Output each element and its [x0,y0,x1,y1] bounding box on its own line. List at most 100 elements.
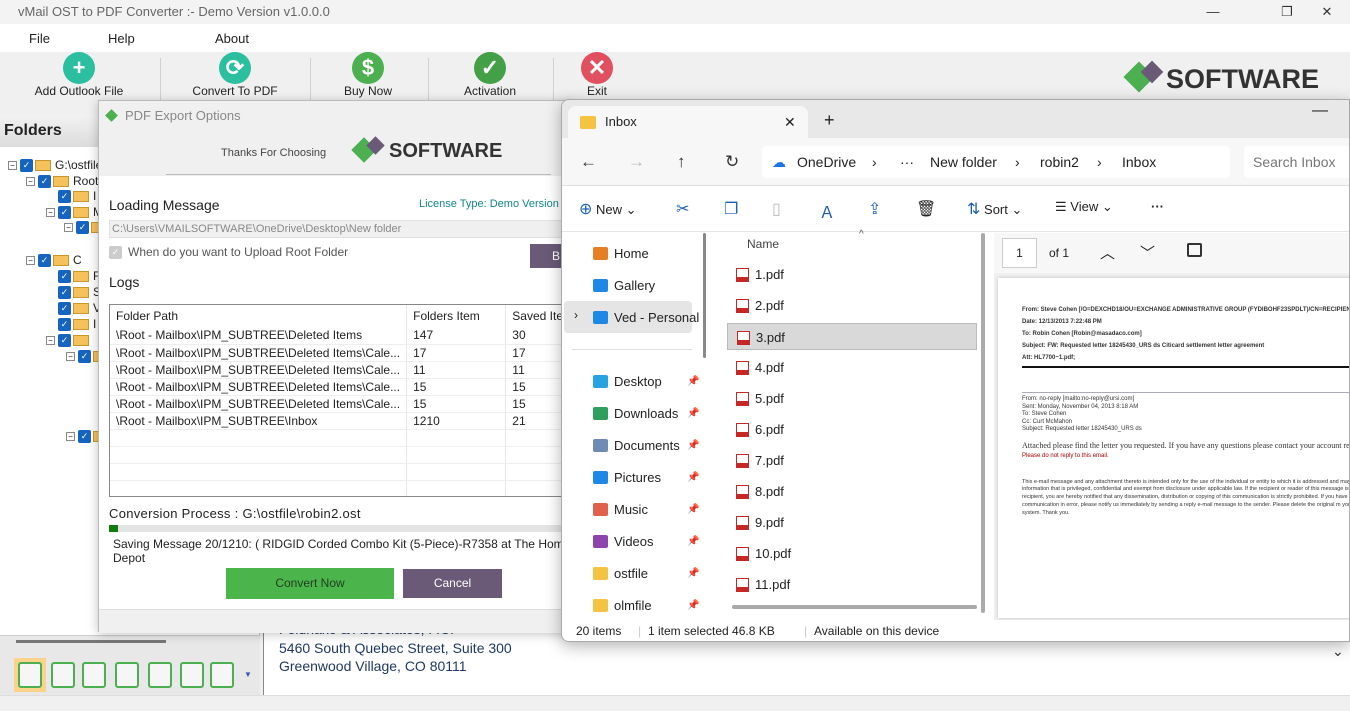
file-item[interactable]: 7.pdf [727,447,977,474]
column-folders-item[interactable]: Folders Item [406,305,507,327]
column-folder-path[interactable]: Folder Path [110,305,408,327]
minimize-button[interactable]: — [1206,4,1220,19]
tasks-module-icon[interactable] [148,662,172,688]
crumb-new-folder[interactable]: New folder [930,154,997,170]
contacts-module-icon[interactable] [82,662,106,688]
tree-node[interactable]: ✓ I [46,188,96,204]
column-name[interactable]: Name [747,237,780,251]
menu-about[interactable]: About [215,31,249,46]
copy-icon[interactable]: ❐ [724,201,739,218]
tree-node[interactable]: ✓ F [46,268,100,284]
fit-page-icon[interactable] [1187,243,1202,257]
convert-to-pdf-button[interactable]: ⟳ Convert To PDF [190,52,280,98]
folder-module-icon[interactable] [18,662,42,688]
notes-module-icon[interactable] [180,662,204,688]
collapse-icon[interactable]: − [46,207,55,217]
more-options-button[interactable]: ··· [1151,199,1164,214]
tree-node[interactable]: −✓M [46,204,103,220]
chevron-down-icon[interactable]: ▼ [244,670,252,679]
view-button[interactable]: ☰ View ⌄ [1055,199,1113,214]
crumb-more[interactable]: ··· [900,154,914,170]
nav-item-music[interactable]: Music [593,502,648,517]
file-item[interactable]: 11.pdf [727,571,977,598]
log-row[interactable] [110,446,578,464]
tree-node[interactable]: − ✓ G:\ostfile [8,157,102,173]
cut-icon[interactable]: ✂ [676,201,690,218]
file-item[interactable]: 2.pdf [727,292,977,319]
log-row[interactable]: \Root - Mailbox\IPM_SUBTREE\Inbox 1210 21 [110,412,578,430]
buy-now-button[interactable]: $ Buy Now [338,52,398,98]
file-item[interactable]: 9.pdf [727,509,977,536]
nav-item-home[interactable]: Home [593,246,649,261]
checkbox-icon[interactable]: ✓ [58,317,71,331]
mail-module-icon[interactable] [51,662,75,688]
collapse-icon[interactable]: − [26,176,35,186]
log-row[interactable] [110,463,578,481]
tree-node[interactable]: ✓ V [46,300,101,316]
previous-page-icon[interactable]: ︿ [1100,245,1116,262]
calendar-module-icon[interactable] [115,662,139,688]
file-item[interactable]: 6.pdf [727,416,977,443]
refresh-icon[interactable]: ↻ [725,152,740,171]
log-row[interactable]: \Root - Mailbox\IPM_SUBTREE\Deleted Item… [110,378,578,396]
file-item[interactable]: 10.pdf [727,540,977,567]
close-tab-icon[interactable]: ✕ [784,114,796,130]
file-item[interactable]: 8.pdf [727,478,977,505]
sort-button[interactable]: ⇅ Sort ⌄ [967,201,1023,218]
log-row[interactable]: \Root - Mailbox\IPM_SUBTREE\Deleted Item… [110,344,578,362]
menu-help[interactable]: Help [108,31,135,46]
journal-module-icon[interactable] [210,662,234,688]
crumb-robin2[interactable]: robin2 [1040,154,1079,170]
checkbox-icon[interactable]: ✓ [58,189,71,203]
expand-icon[interactable]: › [574,308,578,322]
checkbox-icon[interactable]: ✓ [78,429,91,443]
collapse-icon[interactable]: − [8,160,17,170]
checkbox-icon[interactable]: ✓ [58,301,71,315]
nav-item-videos[interactable]: Videos [593,534,654,549]
log-row[interactable] [110,429,578,447]
log-row[interactable]: \Root - Mailbox\IPM_SUBTREE\Deleted Item… [110,327,578,345]
rename-icon[interactable]: Ａ [819,205,836,222]
nav-item-pictures[interactable]: Pictures [593,470,661,485]
nav-item-desktop[interactable]: Desktop [593,374,662,389]
output-path-field[interactable]: C:\Users\VMAILSOFTWARE\OneDrive\Desktop\… [109,220,579,238]
checkbox-icon[interactable]: ✓ [20,158,33,172]
checkbox-icon[interactable]: ✓ [58,285,71,299]
paste-icon[interactable]: ▯ [772,201,781,218]
checkbox-icon[interactable]: ✓ [78,349,91,363]
nav-item-downloads[interactable]: Downloads [593,406,678,421]
checkbox-icon[interactable]: ✓ [58,333,71,347]
file-item[interactable]: 4.pdf [727,354,977,381]
share-icon[interactable]: ⇪ [868,201,882,218]
log-row[interactable]: \Root - Mailbox\IPM_SUBTREE\Deleted Item… [110,395,578,413]
add-outlook-file-button[interactable]: + Add Outlook File [30,52,128,98]
file-item[interactable]: 1.pdf [727,261,977,288]
collapse-icon[interactable]: − [64,222,73,232]
checkbox-icon[interactable]: ✓ [38,174,51,188]
forward-icon[interactable]: → [628,152,645,171]
file-item[interactable]: 3.pdf [727,323,977,350]
search-input[interactable]: Search Inbox [1244,146,1349,178]
checkbox-icon[interactable]: ✓ [58,269,71,283]
next-page-icon[interactable]: ﹀ [1140,245,1156,262]
scroll-down-icon[interactable]: ⌄ [1332,643,1344,659]
delete-icon[interactable]: 🗑 [916,201,937,218]
nav-item-documents[interactable]: Documents [593,438,680,453]
checkbox-icon[interactable]: ✓ [76,220,89,234]
tree-node[interactable]: − ✓ [46,332,93,348]
nav-item-ved-personal[interactable]: Ved - Personal [593,310,699,325]
tree-node[interactable]: − ✓ Root [26,173,98,189]
file-item[interactable]: 5.pdf [727,385,977,412]
convert-now-button[interactable]: Convert Now [226,568,394,599]
tab-inbox[interactable]: Inbox ✕ [568,106,808,138]
exit-button[interactable]: ✕ Exit [575,52,619,98]
upload-root-folder-checkbox[interactable]: ✓ When do you want to Upload Root Folder [109,245,348,259]
nav-item-gallery[interactable]: Gallery [593,278,655,293]
cancel-button[interactable]: Cancel [403,569,502,598]
tree-node[interactable]: ✓ I [46,316,96,332]
up-icon[interactable]: ↑ [677,152,686,171]
log-row[interactable]: \Root - Mailbox\IPM_SUBTREE\Deleted Item… [110,361,578,379]
checkbox-icon[interactable]: ✓ [58,205,71,219]
file-scrollbar[interactable] [981,233,985,613]
crumb-inbox[interactable]: Inbox [1122,154,1157,170]
